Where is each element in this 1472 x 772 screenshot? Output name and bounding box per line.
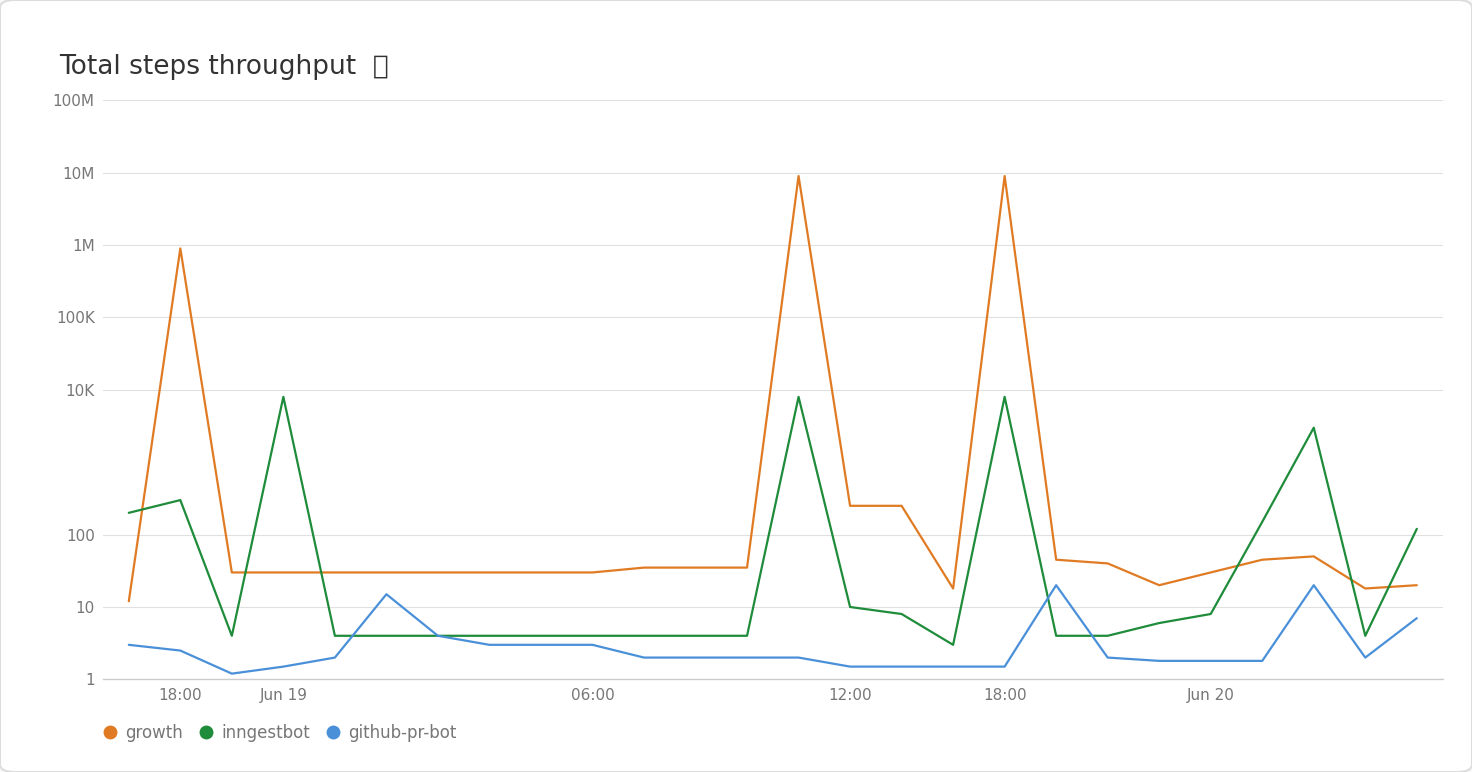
Legend: growth, inngestbot, github-pr-bot: growth, inngestbot, github-pr-bot bbox=[97, 717, 464, 748]
Text: Total steps throughput  ⓘ: Total steps throughput ⓘ bbox=[59, 54, 389, 80]
